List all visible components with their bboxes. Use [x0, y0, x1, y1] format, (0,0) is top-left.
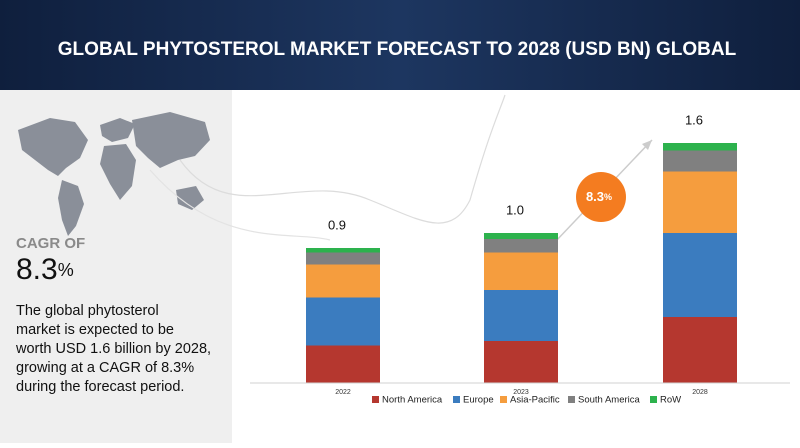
legend-swatch: [568, 396, 575, 403]
total-label: 1.0: [506, 202, 524, 217]
description-line: worth USD 1.6 billion by 2028,: [15, 341, 211, 357]
description-line: growing at a CAGR of 8.3%: [16, 360, 194, 376]
description-line: market is expected to be: [16, 322, 174, 338]
bar-segment: [484, 290, 558, 341]
decor-curve: [179, 94, 506, 224]
cagr-label: CAGR OF: [16, 235, 85, 252]
bar-segment: [306, 345, 380, 383]
bar-segment: [306, 297, 380, 346]
bar-segment: [663, 143, 737, 151]
legend-swatch: [453, 396, 460, 403]
chart-title: GLOBAL PHYTOSTEROL MARKET FORECAST TO 20…: [58, 39, 737, 60]
total-label: 0.9: [328, 217, 346, 232]
bar-segment: [306, 248, 380, 253]
bar-segment: [663, 171, 737, 233]
bubble-number: 8.3: [586, 189, 604, 204]
cagr-value: 8.3%: [16, 253, 74, 286]
bar-segment: [484, 252, 558, 290]
bubble-text: 8.3%: [586, 189, 612, 204]
cagr-number: 8.3: [16, 253, 58, 286]
legend-label: RoW: [660, 395, 681, 406]
description: The global phytosterol market is expected…: [15, 303, 211, 395]
legend-swatch: [500, 396, 507, 403]
legend-label: Asia-Pacific: [510, 395, 560, 406]
bar-segment: [663, 317, 737, 383]
bar-segment: [484, 341, 558, 383]
bar-segment: [484, 233, 558, 239]
bar-segment: [306, 252, 380, 265]
cagr-unit: %: [58, 260, 74, 280]
legend-label: South America: [578, 395, 640, 406]
total-label: 1.6: [685, 112, 703, 127]
decor-curve: [149, 169, 331, 241]
bubble-unit: %: [604, 192, 612, 202]
arrow-head: [642, 140, 652, 150]
x-tick-label: 2023: [513, 389, 529, 396]
bar-segment: [663, 150, 737, 172]
bar-segment: [306, 264, 380, 298]
x-tick-label: 2028: [692, 389, 708, 396]
world-map: [18, 112, 210, 236]
description-line: during the forecast period.: [16, 379, 184, 395]
legend-label: North America: [382, 395, 443, 406]
bar-segment: [663, 233, 737, 317]
bar-segment: [484, 239, 558, 253]
description-line: The global phytosterol: [16, 303, 159, 319]
legend-swatch: [372, 396, 379, 403]
cagr-bubble: [576, 172, 626, 222]
header-band: [0, 0, 800, 90]
legend-swatch: [650, 396, 657, 403]
x-tick-label: 2022: [335, 389, 351, 396]
legend-label: Europe: [463, 395, 494, 406]
